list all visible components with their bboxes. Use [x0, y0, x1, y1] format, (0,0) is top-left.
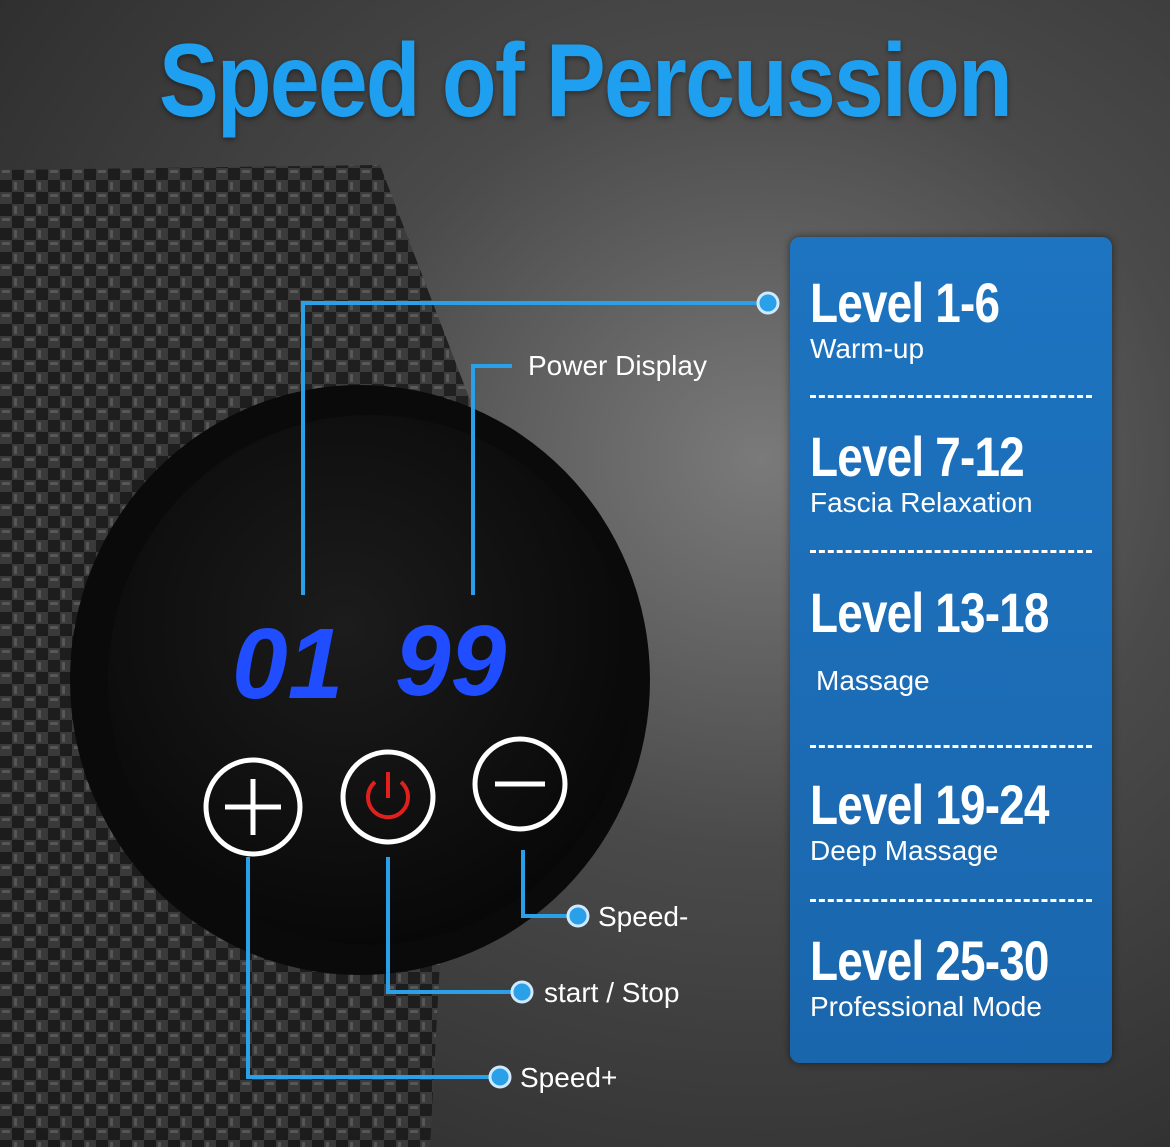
display-right: 99: [395, 605, 507, 717]
power-button[interactable]: [340, 749, 436, 845]
callout-speed-minus: Speed-: [598, 901, 689, 932]
divider: [810, 550, 1092, 553]
minus-button[interactable]: [472, 736, 568, 832]
callout-start-stop: start / Stop: [544, 977, 680, 1008]
page-title: Speed of Percussion: [158, 23, 1013, 139]
display-left: 01: [232, 608, 343, 720]
divider: [810, 395, 1092, 398]
divider: [810, 899, 1092, 902]
level-item: Level 13-18 Massage: [810, 581, 1049, 697]
level-item: Level 19-24 Deep Massage: [810, 773, 1049, 867]
callout-power-display: Power Display: [528, 350, 707, 381]
plus-button[interactable]: [203, 757, 303, 857]
level-item: Level 7-12 Fascia Relaxation: [810, 425, 1033, 519]
callout-lines: [246, 301, 766, 1079]
callout-dots: [488, 291, 780, 1089]
level-item: Level 25-30 Professional Mode: [810, 929, 1049, 1023]
levels-panel: Level 1-6 Warm-up Level 7-12 Fascia Relaxa…: [790, 237, 1112, 1063]
control-disc: [108, 415, 632, 945]
divider: [810, 745, 1092, 748]
callout-speed-plus: Speed+: [520, 1062, 618, 1093]
level-item: Level 1-6 Warm-up: [810, 271, 1000, 365]
